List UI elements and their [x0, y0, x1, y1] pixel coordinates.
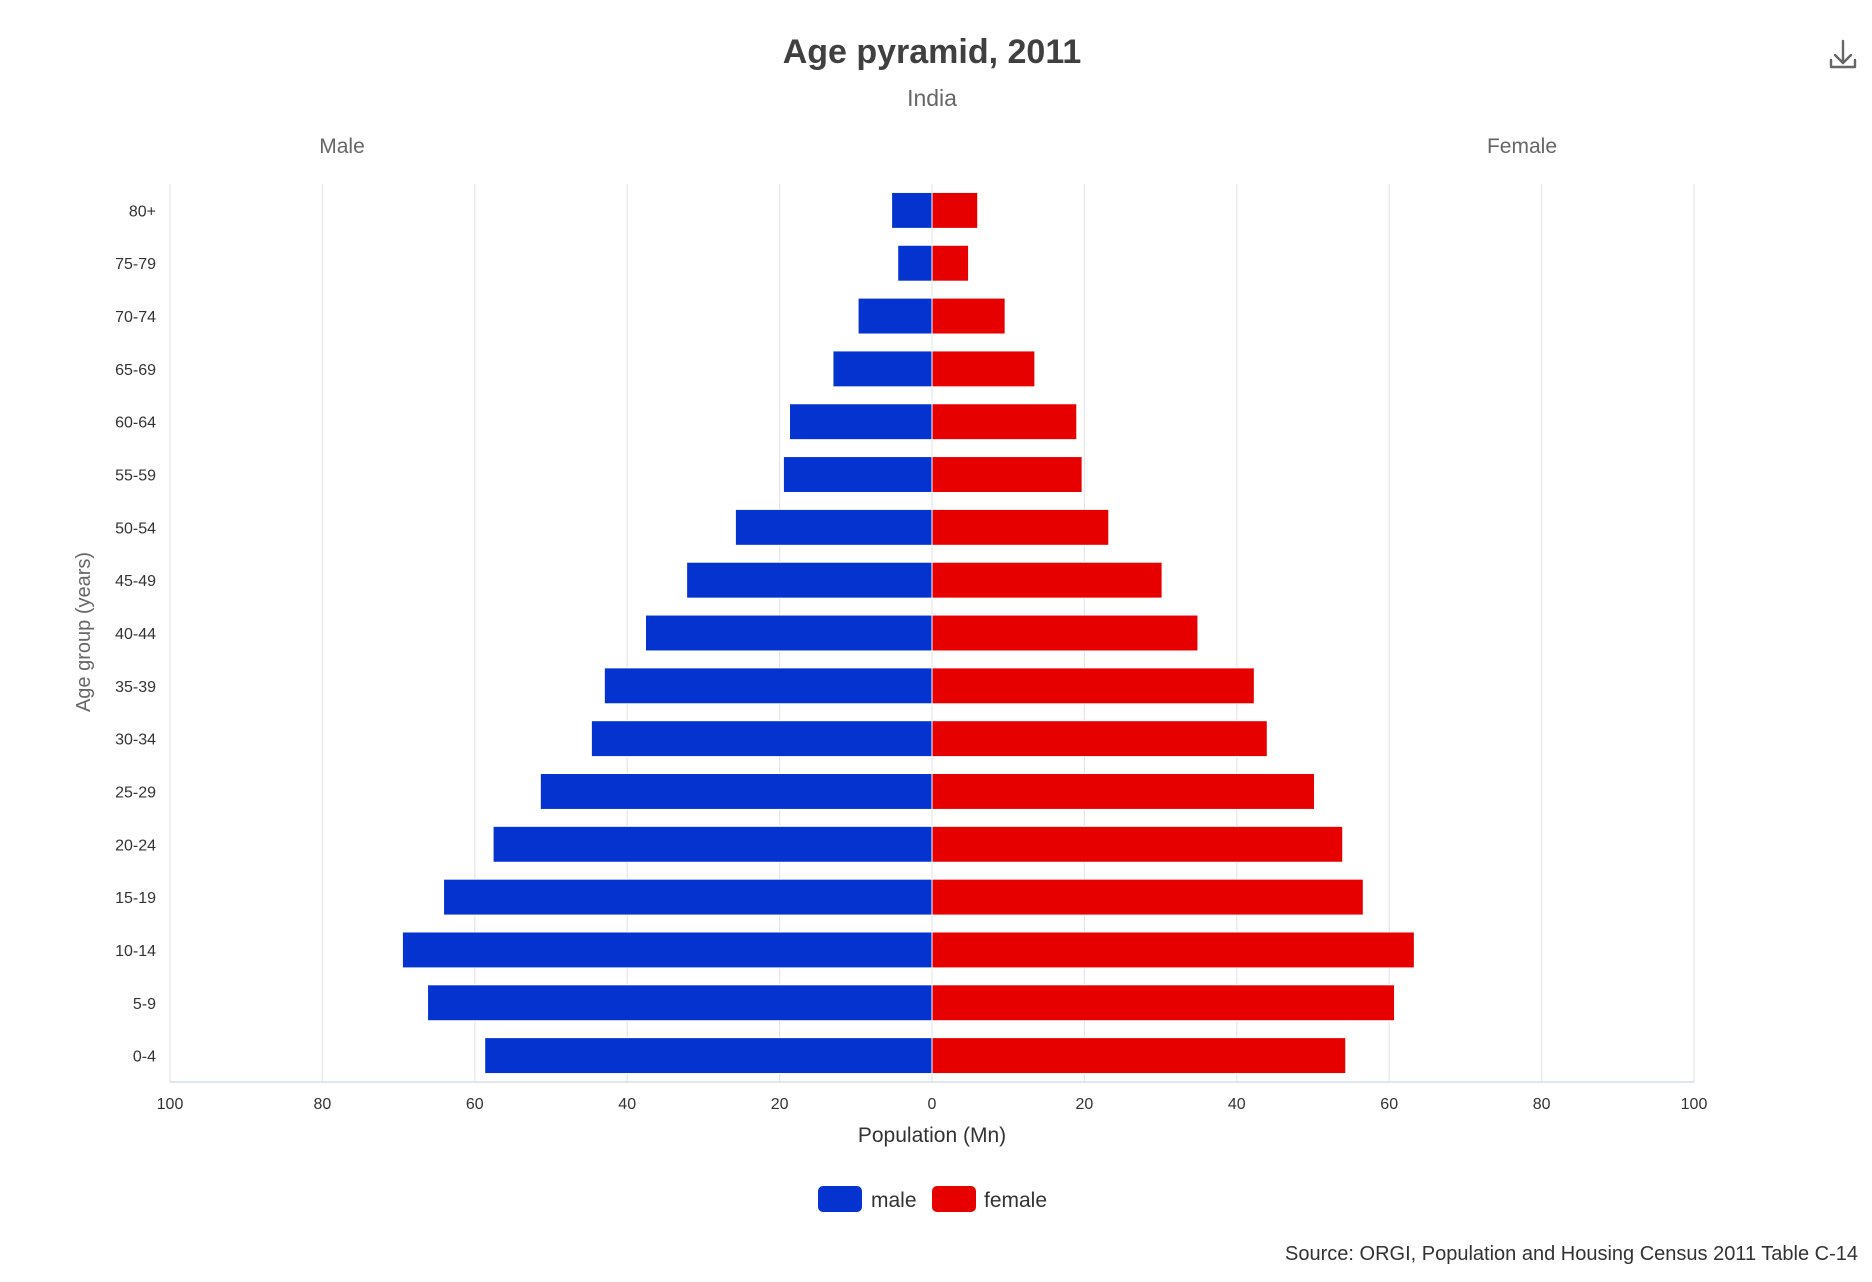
- bar-female[interactable]: [931, 614, 1199, 652]
- chart-title: Age pyramid, 2011: [783, 33, 1082, 71]
- y-tick-label: 20-24: [115, 837, 156, 854]
- legend-item-female[interactable]: female: [932, 1186, 1047, 1212]
- bar-male[interactable]: [782, 456, 933, 493]
- bar-female[interactable]: [931, 825, 1344, 863]
- bar-female[interactable]: [931, 191, 979, 229]
- male-side-label: Male: [319, 135, 365, 158]
- y-tick-label: 45-49: [115, 573, 156, 590]
- bar-female[interactable]: [931, 931, 1415, 969]
- y-tick-label: 15-19: [115, 890, 156, 907]
- x-tick-label: 100: [157, 1096, 184, 1113]
- x-tick-label: 100: [1681, 1096, 1708, 1113]
- bar-male[interactable]: [891, 191, 933, 229]
- y-tick-label: 30-34: [115, 732, 156, 749]
- bar-female[interactable]: [931, 773, 1316, 810]
- x-tick-labels: 100 80 60 40 20 0 20 40 60 80 100: [157, 1096, 1708, 1113]
- x-tick-label: 60: [466, 1096, 484, 1113]
- x-tick-label: 40: [1228, 1096, 1246, 1113]
- y-tick-label: 70-74: [115, 309, 156, 326]
- y-tick-label: 65-69: [115, 362, 156, 379]
- bar-male[interactable]: [644, 614, 933, 652]
- bars: [401, 191, 1415, 1075]
- bar-male[interactable]: [857, 297, 933, 335]
- bar-female[interactable]: [931, 456, 1083, 493]
- y-tick-label: 25-29: [115, 784, 156, 801]
- x-tick-label: 20: [1076, 1096, 1094, 1113]
- x-tick-label: 60: [1380, 1096, 1398, 1113]
- bar-male[interactable]: [427, 984, 933, 1022]
- female-side-label: Female: [1487, 135, 1557, 158]
- y-tick-labels: 80+ 75-79 70-74 65-69 60-64 55-59 50-54 45-49 40…: [115, 203, 156, 1065]
- bar-male[interactable]: [590, 720, 933, 758]
- x-tick-label: 0: [928, 1096, 937, 1113]
- x-tick-label: 80: [1533, 1096, 1551, 1113]
- legend-swatch-female: [932, 1186, 976, 1212]
- bar-female[interactable]: [931, 403, 1078, 441]
- bar-female[interactable]: [931, 1037, 1347, 1075]
- bar-male[interactable]: [539, 773, 933, 810]
- y-tick-label: 0-4: [133, 1049, 156, 1066]
- x-axis-title: Population (Mn): [858, 1124, 1006, 1147]
- legend-item-male[interactable]: male: [818, 1186, 917, 1212]
- bar-female[interactable]: [931, 720, 1268, 758]
- bar-male[interactable]: [603, 667, 933, 705]
- bar-female[interactable]: [931, 350, 1036, 388]
- bar-female[interactable]: [931, 244, 970, 282]
- y-tick-label: 75-79: [115, 256, 156, 273]
- x-tick-label: 40: [618, 1096, 636, 1113]
- download-icon: [1829, 39, 1857, 69]
- x-tick-label: 80: [314, 1096, 332, 1113]
- bar-female[interactable]: [931, 878, 1364, 916]
- y-tick-label: 5-9: [133, 996, 156, 1013]
- legend-label-female: female: [984, 1189, 1047, 1212]
- x-tick-label: 20: [771, 1096, 789, 1113]
- bar-male[interactable]: [484, 1037, 933, 1075]
- bar-female[interactable]: [931, 667, 1255, 705]
- bar-male[interactable]: [832, 350, 933, 388]
- y-tick-label: 60-64: [115, 415, 156, 432]
- bar-male[interactable]: [897, 244, 933, 282]
- bar-male[interactable]: [734, 508, 933, 546]
- legend-swatch-male: [818, 1186, 862, 1212]
- y-tick-label: 10-14: [115, 943, 156, 960]
- y-tick-label: 35-39: [115, 679, 156, 696]
- bar-male[interactable]: [492, 825, 933, 863]
- bar-male[interactable]: [401, 931, 933, 969]
- bar-female[interactable]: [931, 297, 1006, 335]
- bar-male[interactable]: [789, 403, 933, 441]
- y-axis-title: Age group (years): [73, 552, 95, 712]
- download-button[interactable]: [1822, 36, 1862, 76]
- chart-subtitle: India: [907, 85, 957, 111]
- bar-male[interactable]: [443, 878, 933, 916]
- bar-male[interactable]: [686, 561, 933, 599]
- y-tick-label: 55-59: [115, 468, 156, 485]
- y-tick-label: 40-44: [115, 626, 156, 643]
- source-note: Source: ORGI, Population and Housing Cen…: [1285, 1243, 1858, 1265]
- legend-label-male: male: [871, 1189, 917, 1212]
- bar-female[interactable]: [931, 561, 1163, 599]
- bar-female[interactable]: [931, 984, 1396, 1022]
- bar-female[interactable]: [931, 508, 1110, 546]
- y-tick-label: 50-54: [115, 520, 156, 537]
- legend: male female: [818, 1186, 1047, 1212]
- y-tick-label: 80+: [129, 203, 156, 220]
